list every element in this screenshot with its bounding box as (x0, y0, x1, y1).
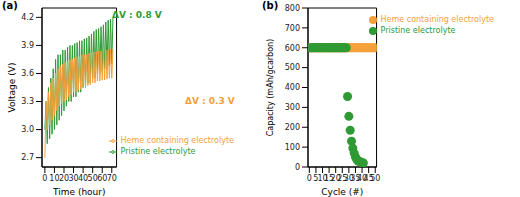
svg-text:Cycle (#): Cycle (#) (321, 187, 363, 197)
svg-text:Voltage (V): Voltage (V) (8, 63, 17, 113)
svg-text:700: 700 (285, 24, 300, 33)
svg-text:100: 100 (285, 143, 300, 152)
svg-text:Time (hour): Time (hour) (52, 187, 106, 197)
svg-text:4.2: 4.2 (21, 13, 34, 22)
svg-text:3.0: 3.0 (21, 125, 34, 134)
svg-text:800: 800 (285, 4, 300, 13)
svg-text:70: 70 (107, 174, 117, 183)
svg-text:500: 500 (285, 63, 300, 72)
svg-text:Capacity (mAh/gcarbon): Capacity (mAh/gcarbon) (266, 39, 275, 137)
svg-text:50: 50 (370, 174, 380, 183)
svg-text:0: 0 (295, 163, 300, 172)
svg-text:2.7: 2.7 (21, 153, 34, 162)
svg-text:0: 0 (307, 174, 312, 183)
svg-text:300: 300 (285, 103, 300, 112)
svg-text:400: 400 (285, 83, 300, 92)
svg-text:600: 600 (285, 44, 300, 53)
svg-text:3.6: 3.6 (21, 69, 34, 78)
svg-text:3.9: 3.9 (21, 41, 34, 50)
svg-text:3.3: 3.3 (21, 97, 34, 106)
svg-text:200: 200 (285, 123, 300, 132)
svg-text:0: 0 (42, 174, 47, 183)
